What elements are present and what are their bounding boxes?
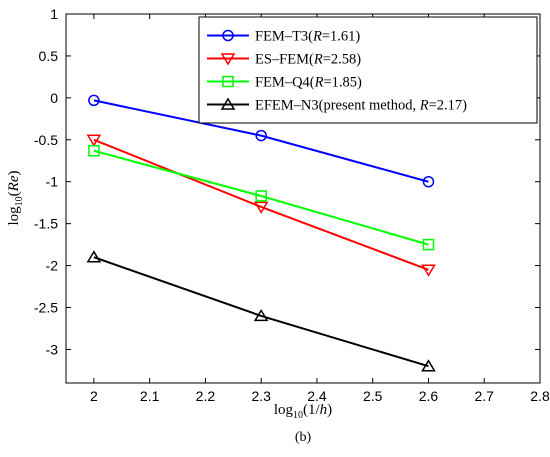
x-tick-label-3: 2.3	[251, 388, 271, 404]
legend-marker-0	[222, 29, 234, 42]
y-tick-label-6: -2	[46, 258, 59, 274]
legend: FEM–T3(R=1.61) ES–FEM(R=2.58) FEM–Q4(R=1.8…	[198, 16, 538, 124]
legend-box	[198, 16, 538, 124]
y-tick-label-4: -1	[46, 174, 59, 190]
x-axis-label: log10(1/h)	[274, 402, 332, 421]
y-tick-label-8: -3	[46, 341, 59, 357]
series-3-point-2	[421, 359, 436, 372]
legend-marker-3	[220, 97, 236, 110]
series-1	[86, 134, 436, 277]
series-0	[88, 94, 435, 188]
panel-caption: (b)	[295, 430, 312, 445]
x-tick-label-1: 2.1	[140, 388, 160, 404]
series-1-point-0	[86, 134, 102, 147]
legend-marker-2	[222, 75, 234, 88]
x-tick-label-6: 2.6	[419, 388, 439, 404]
series-0-point-2	[422, 175, 435, 188]
series-2	[88, 144, 435, 251]
series-3-point-0	[86, 250, 102, 263]
x-axis-label-var: h	[320, 402, 328, 418]
x-tick-label-2: 2.2	[196, 388, 216, 404]
series-0-point-0	[88, 94, 100, 107]
y-tick-label-7: -2.5	[34, 300, 58, 316]
x-axis-label-pre: log	[274, 402, 294, 418]
legend-marker-1	[220, 53, 236, 66]
x-axis-label-open: (1/	[303, 402, 320, 418]
series-1-point-1	[253, 201, 269, 214]
y-tick-label-0: 1	[50, 6, 58, 22]
series-3-point-1	[253, 308, 269, 322]
series-2-point-0	[88, 144, 100, 157]
y-axis-label-open: (	[6, 191, 22, 196]
y-axis-label-var: Re	[6, 175, 22, 192]
series-2-line	[93, 149, 429, 246]
x-tick-label-5: 2.5	[363, 388, 383, 404]
y-axis-label-pre: log	[6, 206, 22, 226]
x-tick-label-7: 2.7	[475, 388, 495, 404]
plot-frame	[65, 13, 541, 384]
x-axis-label-close: )	[327, 402, 332, 418]
y-axis-label-close: )	[6, 171, 22, 176]
series-3	[86, 250, 436, 372]
y-tick-label-5: -1.5	[34, 216, 58, 232]
y-tick-label-2: 0	[50, 90, 58, 106]
x-tick-label-4: 2.4	[307, 388, 327, 404]
series-3-line	[93, 256, 429, 368]
series-1-line	[93, 138, 429, 271]
series-0-line	[93, 99, 429, 183]
y-axis-label-sub: 10	[14, 196, 25, 206]
legend-label-3: EFEM–N3(present method, R=2.17)	[255, 98, 467, 114]
series-2-point-1	[255, 190, 267, 202]
series-layer	[86, 94, 436, 372]
series-2-point-2	[422, 238, 435, 251]
x-tick-label-8: 2.8	[530, 388, 550, 404]
legend-label-0: FEM–T3(R=1.61)	[255, 29, 360, 45]
series-0-point-1	[255, 129, 267, 142]
x-tick-label-0: 2	[90, 388, 98, 404]
y-tick-label-1: 0.5	[39, 48, 59, 64]
x-axis-label-sub: 10	[293, 410, 303, 421]
series-1-point-2	[421, 264, 436, 277]
axis-layer: 2 2.1 2.2 2.3 2.4 2.5 2.6 2.7 2.8 1 0.5 0 -0.5 -1 -1.5…	[34, 6, 550, 404]
legend-label-2: FEM–Q4(R=1.85)	[255, 75, 362, 91]
y-axis-label: log10(Re)	[6, 171, 25, 226]
legend-label-1: ES–FEM(R=2.58)	[255, 52, 361, 68]
y-tick-label-3: -0.5	[34, 132, 58, 148]
